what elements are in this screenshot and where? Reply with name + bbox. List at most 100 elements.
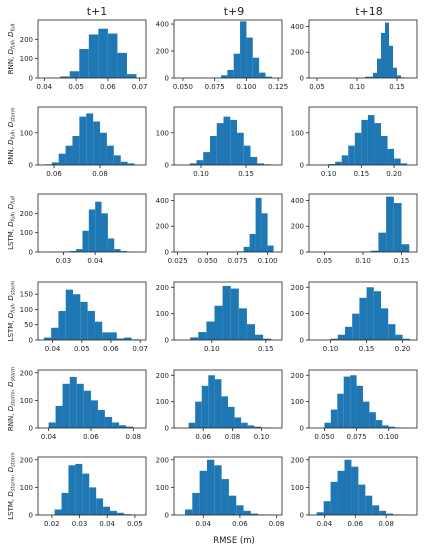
y-tick-label: 0 — [29, 162, 33, 170]
y-axis-label: RNN, Dstorm, Dstorm — [7, 367, 17, 431]
histogram-bar — [359, 297, 367, 340]
histogram-bar — [394, 158, 401, 165]
axes-frame — [173, 456, 283, 516]
y-label-separator: , — [7, 209, 15, 213]
x-tick-label: 0.15 — [394, 257, 410, 265]
x-tick-label: 0.075 — [228, 257, 248, 265]
y-tick-label: 200 — [20, 456, 33, 464]
histogram-bar — [250, 156, 258, 165]
histogram-bar — [107, 33, 118, 78]
x-tick-label: 0.15 — [354, 170, 370, 178]
histogram-bar — [324, 422, 331, 428]
histogram-bar — [79, 116, 87, 165]
y-tick-label: 200 — [156, 456, 169, 464]
y-tick-label: 100 — [20, 484, 33, 492]
y-axis-label: LSTM, Dfull, Dstorm — [7, 281, 17, 342]
histogram-bar — [378, 232, 387, 252]
histogram-bar — [402, 338, 410, 340]
x-tick-label: 0.06 — [83, 433, 99, 441]
axes-frame — [173, 19, 283, 79]
y-tick-label: 200 — [156, 48, 169, 56]
histogram-bar — [243, 510, 251, 515]
histogram-panel: 0.10 0.15 0.20 0 100 — [291, 106, 418, 178]
histogram-bar — [48, 422, 56, 428]
x-tick-label: 0.10 — [349, 83, 365, 91]
histogram-bar — [401, 244, 410, 252]
y-label-symbol: D — [7, 121, 15, 127]
histogram-bar — [126, 74, 137, 78]
histogram-bar — [337, 334, 345, 340]
histogram-bar — [88, 34, 99, 78]
histogram-bar — [87, 311, 95, 340]
histogram-bar — [238, 308, 247, 340]
column-title-t18: t+18 — [355, 5, 383, 18]
histogram-bar — [344, 459, 352, 515]
histogram-bar — [214, 305, 223, 340]
histogram-bar — [126, 426, 134, 428]
y-label-symbol: D — [7, 381, 15, 387]
histogram-bar — [316, 512, 324, 515]
x-tick-label: 0.050 — [198, 257, 218, 265]
histogram-bar — [330, 338, 338, 340]
histogram-bar — [246, 37, 253, 78]
histogram-bar — [75, 463, 83, 515]
histogram-bar — [236, 505, 244, 515]
y-label-subscript: storm — [11, 107, 17, 122]
y-axis-label: LSTM, Dstorm, Dstorm — [7, 452, 17, 520]
histogram-bar — [82, 230, 89, 252]
axes-frame — [308, 19, 418, 79]
y-label-symbol: D — [7, 221, 15, 227]
histogram-bar — [397, 75, 401, 78]
histogram-bar — [55, 405, 63, 428]
x-tick-label: 0.075 — [347, 433, 367, 441]
y-label-subscript: full — [11, 131, 17, 139]
y-tick-label: 100 — [156, 310, 169, 318]
x-tick-label: 0.08 — [269, 520, 285, 528]
histogram-bar — [107, 238, 115, 252]
histogram-bar — [208, 375, 215, 428]
y-tick-label: 0 — [29, 337, 33, 345]
histogram-bar — [370, 250, 379, 252]
x-tick-label: 0.20 — [386, 170, 402, 178]
histogram-bar — [267, 245, 274, 252]
histogram-panel: 0.050 0.075 0.100 0.125 0 200 400 — [156, 19, 288, 91]
histogram-bar — [259, 72, 266, 78]
x-tick-label: 0.08 — [378, 520, 394, 528]
histogram-bar — [206, 459, 215, 515]
axes-frame — [173, 369, 283, 429]
x-tick-label: 0.04 — [41, 433, 57, 441]
axes-frame — [173, 193, 283, 253]
x-tick-label: 0.03 — [56, 257, 72, 265]
histogram-bar — [255, 334, 264, 340]
x-tick-label: 0.10 — [254, 433, 270, 441]
histogram-bar — [201, 385, 209, 428]
y-tick-label: 0 — [300, 75, 304, 83]
y-axis-label: RNN, Dfull, Dfull — [7, 23, 17, 74]
histogram-bar — [367, 115, 375, 165]
histogram-bar — [76, 249, 83, 252]
y-tick-label: 0 — [29, 425, 33, 433]
histogram-bar — [388, 426, 396, 428]
histogram-bar — [206, 321, 215, 340]
y-tick-label: 0 — [300, 249, 304, 257]
y-label-separator: , — [7, 127, 15, 131]
histogram-bar — [249, 233, 256, 252]
histogram-bar — [192, 492, 200, 515]
histogram-bar — [386, 196, 394, 252]
x-tick-label: 0.06 — [347, 520, 363, 528]
axes-frame — [37, 456, 147, 516]
histogram-bar — [352, 313, 360, 340]
histogram-bar — [195, 401, 202, 428]
histogram-bar — [250, 513, 259, 515]
histogram-bar — [375, 420, 383, 428]
histogram-bar — [241, 422, 248, 428]
y-label-model: RNN, — [7, 54, 15, 74]
x-tick-label: 0.15 — [359, 345, 375, 353]
x-tick-label: 0.05 — [68, 83, 84, 91]
histogram-bar — [361, 119, 368, 165]
histogram-bar — [263, 338, 272, 340]
axes-frame — [308, 106, 418, 166]
x-tick-label: 0.04 — [37, 83, 53, 91]
x-tick-label: 0.125 — [268, 83, 288, 91]
